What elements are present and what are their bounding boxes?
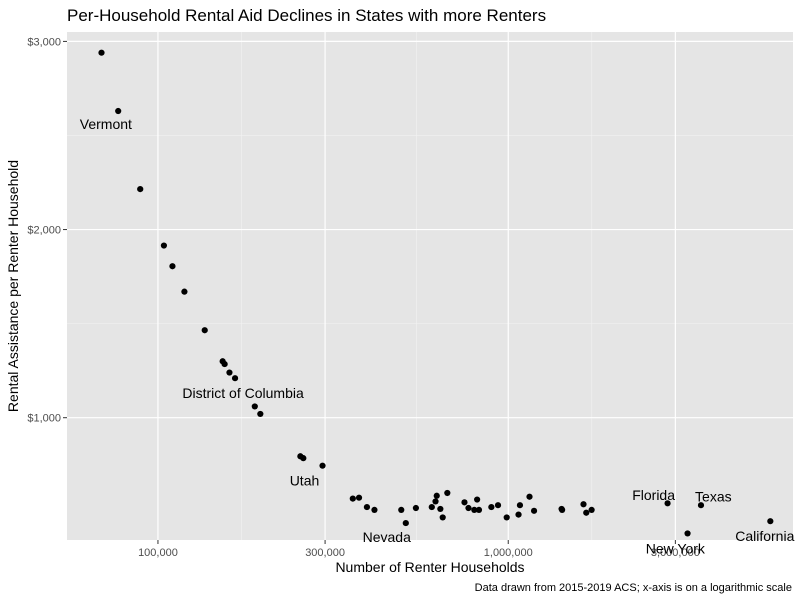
data-point: [115, 107, 122, 115]
point-label: California: [735, 528, 794, 544]
data-point: [437, 505, 444, 513]
data-point: [300, 455, 307, 462]
data-point: [503, 514, 510, 521]
point-label: Vermont: [80, 116, 132, 132]
data-point: [160, 242, 168, 249]
data-point: [412, 504, 420, 512]
data-point: [221, 360, 228, 368]
data-point: [349, 495, 356, 502]
data-point: [465, 504, 472, 512]
point-label: Nevada: [363, 529, 411, 545]
chart-caption: Data drawn from 2015-2019 ACS; x-axis is…: [475, 582, 792, 594]
x-tick-label: 1,000,000: [484, 547, 533, 559]
data-point: [526, 493, 533, 500]
x-axis-title: Number of Renter Households: [335, 559, 524, 575]
point-label: Texas: [695, 489, 732, 505]
data-point: [319, 462, 326, 469]
axis-ticks: 100,000 300,000 1,000,000 3,000,000 $1,000 $2…: [27, 36, 699, 559]
data-point: [588, 506, 595, 513]
x-tick-label: 300,000: [305, 547, 345, 559]
point-label: Utah: [290, 473, 320, 489]
data-point: [471, 506, 478, 513]
data-point: [231, 375, 239, 382]
x-tick-label: 100,000: [138, 547, 178, 559]
data-point: [439, 514, 446, 521]
data-point: [461, 499, 468, 506]
data-point: [355, 494, 363, 501]
data-point: [363, 503, 371, 511]
data-point: [257, 410, 264, 418]
y-tick-label: $1,000: [27, 413, 61, 425]
data-point: [98, 49, 105, 56]
data-point: [371, 506, 378, 513]
data-point: [474, 496, 481, 503]
data-point: [137, 186, 144, 193]
data-point: [251, 403, 258, 410]
data-point: [201, 327, 208, 334]
data-point: [398, 506, 405, 513]
data-point: [697, 502, 705, 509]
data-point: [402, 519, 409, 527]
data-point: [475, 506, 483, 513]
data-point: [583, 509, 590, 516]
data-point: [664, 500, 671, 507]
data-point: [428, 503, 435, 511]
x-tick-label: 3,000,000: [651, 547, 700, 559]
point-annotations: Vermont District of Columbia Utah Nevada Flo…: [80, 116, 795, 556]
plot-panel: [67, 32, 793, 540]
data-point: [516, 502, 524, 509]
data-point: [432, 498, 439, 505]
y-tick-label: $3,000: [27, 36, 61, 48]
data-point: [494, 502, 502, 509]
data-point: [515, 511, 522, 518]
y-tick-label: $2,000: [27, 225, 61, 237]
gridlines: [67, 32, 793, 540]
point-label: Florida: [632, 487, 675, 503]
data-points: [98, 49, 774, 537]
data-point: [444, 489, 451, 497]
point-label: District of Columbia: [182, 385, 304, 401]
data-point: [767, 518, 774, 525]
point-label: New York: [646, 540, 706, 556]
data-point: [226, 369, 233, 376]
data-point: [684, 530, 691, 537]
y-axis-title: Rental Assistance per Renter Household: [5, 160, 21, 412]
data-point: [530, 507, 538, 514]
data-point: [488, 503, 495, 511]
data-point: [559, 506, 566, 513]
data-point: [169, 263, 176, 270]
data-point: [433, 492, 440, 499]
data-point: [181, 288, 188, 295]
data-point: [580, 501, 587, 508]
chart-title: Per-Household Rental Aid Declines in Sta…: [67, 6, 546, 25]
